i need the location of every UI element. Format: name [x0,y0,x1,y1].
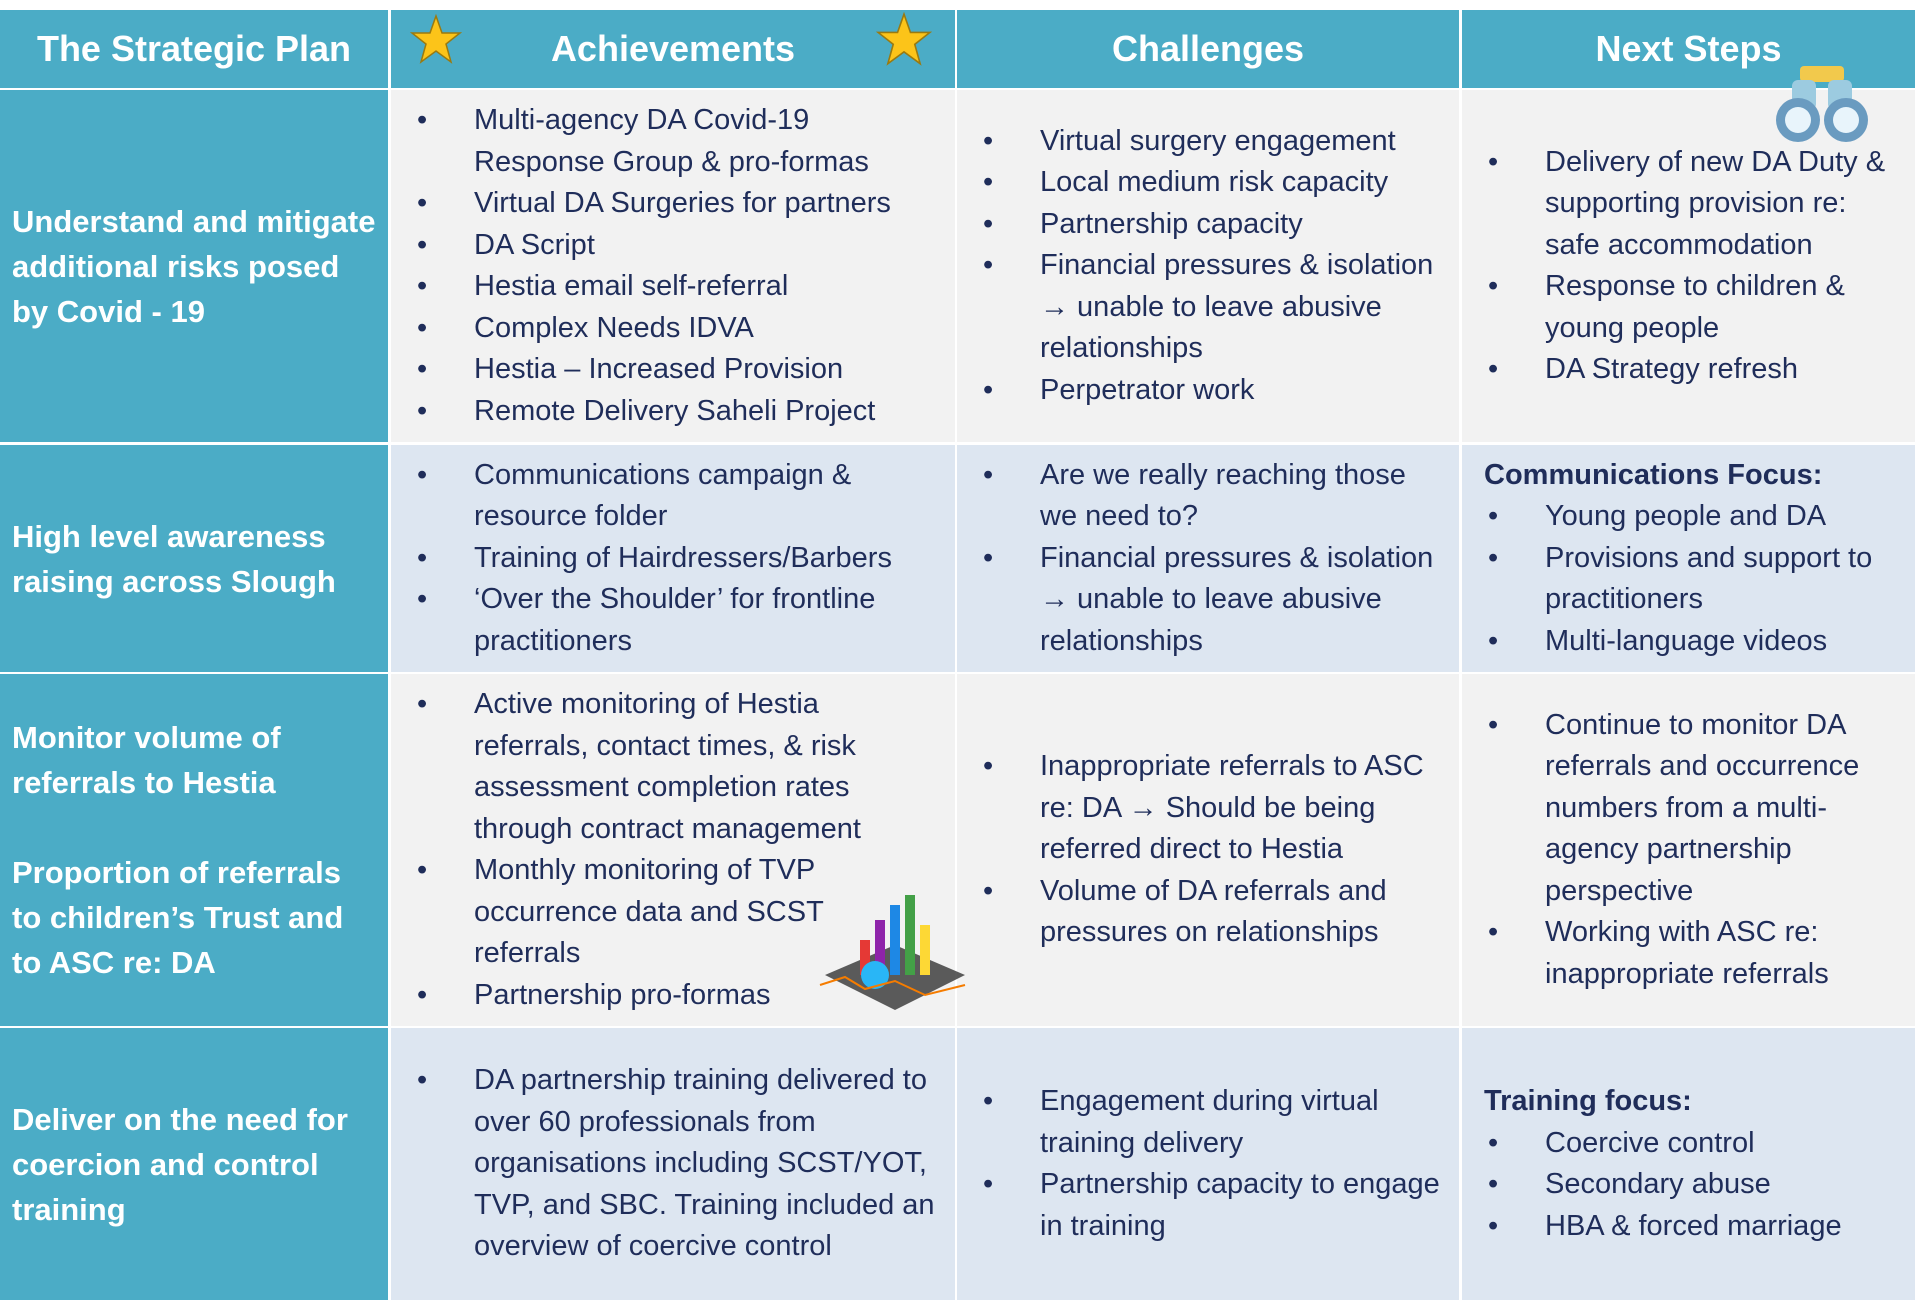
bullet-item: Complex Needs IDVA [413,308,937,350]
next-steps-cell: Training focus: Coercive controlSecondary… [1462,1028,1915,1300]
bullet-list: Active monitoring of Hestia referrals, c… [413,684,937,1016]
chart-icon [819,895,966,1010]
header-cell: Achievements [391,10,955,88]
bullet-item: ‘Over the Shoulder’ for frontline practi… [413,579,937,662]
challenges-cell: Engagement during virtual training deliv… [957,1028,1459,1300]
label-text: Monitor volume of referrals to Hestia [12,720,281,800]
bullet-item: Response to children & young people [1484,266,1897,349]
bullet-item: Delivery of new DA Duty & supporting pro… [1484,142,1897,267]
next-steps-cell: Delivery of new DA Duty & supporting pro… [1462,90,1915,442]
bullet-item: Secondary abuse [1484,1164,1897,1206]
bullet-list: Are we really reaching those we need to?… [979,455,1441,663]
star-icon [410,14,462,64]
bullet-item: Financial pressures & isolation → unable… [979,245,1441,370]
bullet-item: Hestia – Increased Provision [413,349,937,391]
header-cell: Challenges [957,10,1459,88]
bullet-list: Coercive controlSecondary abuseHBA & for… [1484,1123,1897,1248]
bullet-item: Inappropriate referrals to ASC re: DA → … [979,746,1441,871]
bullet-list: Communications campaign & resource folde… [413,455,937,663]
bullet-item: Partnership capacity to engage in traini… [979,1164,1441,1247]
bullet-list: Continue to monitor DA referrals and occ… [1484,705,1897,996]
bullet-item: Partnership pro-formas [413,975,937,1017]
label-text: Understand and mitigate additional risks… [12,203,376,329]
bullet-item: DA Strategy refresh [1484,349,1897,391]
bullet-item: Local medium risk capacity [979,162,1441,204]
bullet-item: Engagement during virtual training deliv… [979,1081,1441,1164]
bullet-item: Perpetrator work [979,370,1441,412]
bullet-list: Delivery of new DA Duty & supporting pro… [1484,142,1897,391]
bullet-item: HBA & forced marriage [1484,1206,1897,1248]
bullet-item: Virtual surgery engagement [979,121,1441,163]
achievements-cell: Multi-agency DA Covid-19 Response Group … [391,90,955,442]
bullet-item: Coercive control [1484,1123,1897,1165]
bullet-item: Virtual DA Surgeries for partners [413,183,937,225]
bullet-list: Young people and DAProvisions and suppor… [1484,496,1897,662]
focus-heading: Training focus: [1484,1085,1692,1117]
challenges-cell: Virtual surgery engagementLocal medium r… [957,90,1459,442]
bullet-item: Partnership capacity [979,204,1441,246]
bullet-list: Virtual surgery engagementLocal medium r… [979,121,1441,412]
header-cell: Next Steps [1462,10,1915,88]
next-steps-cell: Continue to monitor DA referrals and occ… [1462,674,1915,1026]
binoculars-icon [1776,66,1868,142]
label-text: High level awareness raising across Slou… [12,518,336,599]
bullet-item: Monthly monitoring of TVP occurrence dat… [413,850,937,975]
bullet-item: DA partnership training delivered to ove… [413,1060,937,1268]
bullet-item: Active monitoring of Hestia referrals, c… [413,684,937,850]
bullet-item: Hestia email self-referral [413,266,937,308]
challenges-cell: Are we really reaching those we need to?… [957,445,1459,672]
bullet-item: Remote Delivery Saheli Project [413,391,937,433]
row-label: Understand and mitigate additional risks… [0,90,388,442]
header-cell: The Strategic Plan [0,10,388,88]
bullet-list: Multi-agency DA Covid-19 Response Group … [413,100,937,432]
achievements-cell: DA partnership training delivered to ove… [391,1028,955,1300]
row-label: Monitor volume of referrals to Hestia Pro… [0,674,388,1026]
focus-heading: Communications Focus: [1484,458,1823,491]
bullet-item: Training of Hairdressers/Barbers [413,538,937,580]
bullet-list: Inappropriate referrals to ASC re: DA → … [979,746,1441,954]
bullet-item: Multi-agency DA Covid-19 Response Group … [413,100,937,183]
bullet-item: Provisions and support to practitioners [1484,538,1897,621]
row-label: Deliver on the need for coercion and con… [0,1028,388,1300]
challenges-cell: Inappropriate referrals to ASC re: DA → … [957,674,1459,1026]
label-text: Deliver on the need for coercion and con… [12,1101,348,1227]
bullet-item: Communications campaign & resource folde… [413,455,937,538]
star-icon [876,12,932,66]
bullet-item: Volume of DA referrals and pressures on … [979,871,1441,954]
next-steps-cell: Communications Focus: Young people and DA… [1462,445,1915,672]
bullet-item: Working with ASC re: inappropriate refer… [1484,912,1897,995]
row-label: High level awareness raising across Slou… [0,445,388,672]
bullet-item: Financial pressures & isolation → unable… [979,538,1441,663]
bullet-item: Multi-language videos [1484,621,1897,663]
bullet-item: Young people and DA [1484,496,1897,538]
bullet-item: DA Script [413,225,937,267]
bullet-item: Continue to monitor DA referrals and occ… [1484,705,1897,913]
label-text: Proportion of referrals to children’s Tr… [12,855,344,980]
bullet-list: Engagement during virtual training deliv… [979,1081,1441,1247]
achievements-cell: Communications campaign & resource folde… [391,445,955,672]
bullet-item: Are we really reaching those we need to? [979,455,1441,538]
bullet-list: DA partnership training delivered to ove… [413,1060,937,1268]
